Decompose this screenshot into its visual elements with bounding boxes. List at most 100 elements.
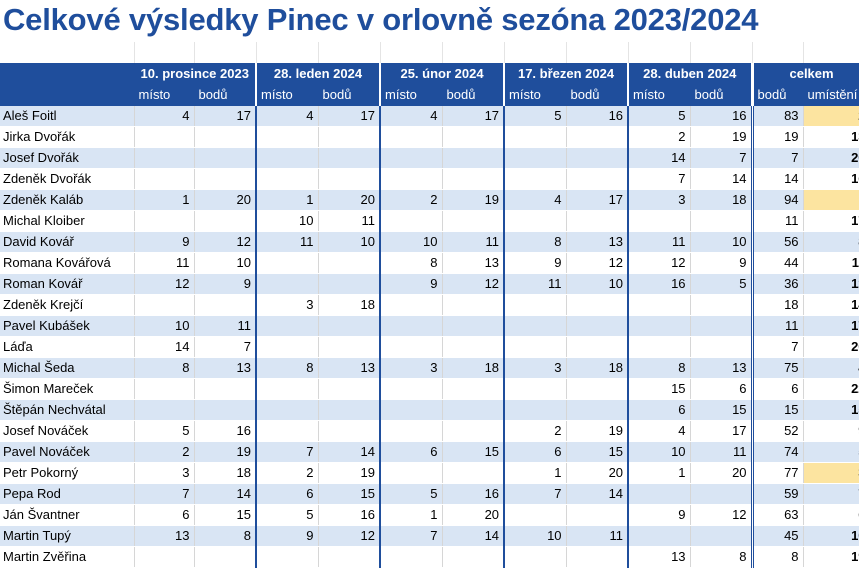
event-place-cell[interactable]: 11 (256, 231, 319, 253)
event-place-cell[interactable]: 13 (134, 525, 195, 547)
event-points-cell[interactable]: 17 (690, 420, 754, 442)
event-place-cell[interactable] (134, 210, 195, 232)
total-points-cell[interactable]: 19 (752, 126, 804, 148)
event-points-cell[interactable] (566, 378, 630, 400)
event-points-cell[interactable]: 8 (690, 546, 754, 568)
event-header[interactable]: 25. únor 2024 (380, 63, 506, 84)
event-points-cell[interactable]: 20 (318, 189, 382, 211)
event-place-cell[interactable]: 6 (628, 399, 691, 421)
event-points-cell[interactable] (566, 504, 630, 526)
player-name-cell[interactable]: Jirka Dvořák (0, 126, 135, 148)
event-points-cell[interactable]: 7 (690, 147, 754, 169)
event-points-cell[interactable] (194, 546, 257, 568)
event-points-cell[interactable] (194, 294, 257, 316)
event-points-cell[interactable]: 19 (194, 441, 257, 463)
event-place-cell[interactable] (380, 546, 443, 568)
subheader-place[interactable]: místo (256, 84, 319, 106)
subheader-points[interactable]: bodů (442, 84, 506, 106)
subheader-place[interactable]: místo (134, 84, 195, 106)
player-name-cell[interactable]: Michal Kloiber (0, 210, 135, 232)
event-place-cell[interactable] (134, 168, 195, 190)
event-place-cell[interactable] (256, 378, 319, 400)
final-place-cell[interactable]: 20 (803, 147, 859, 169)
subheader-place[interactable]: místo (628, 84, 691, 106)
event-place-cell[interactable]: 2 (256, 462, 319, 484)
event-points-cell[interactable] (566, 147, 630, 169)
player-name-cell[interactable]: Zdeněk Dvořák (0, 168, 135, 190)
player-name-cell[interactable]: Josef Dvořák (0, 147, 135, 169)
event-place-cell[interactable]: 7 (134, 483, 195, 505)
event-place-cell[interactable] (504, 315, 567, 337)
event-points-cell[interactable] (442, 168, 506, 190)
event-points-cell[interactable]: 17 (194, 105, 257, 127)
event-points-cell[interactable]: 17 (318, 105, 382, 127)
player-name-cell[interactable]: Romana Kovářová (0, 252, 135, 274)
event-points-cell[interactable] (566, 126, 630, 148)
event-points-cell[interactable]: 10 (318, 231, 382, 253)
event-place-cell[interactable] (504, 210, 567, 232)
event-points-cell[interactable]: 10 (566, 273, 630, 295)
event-place-cell[interactable]: 11 (134, 252, 195, 274)
event-points-cell[interactable] (442, 336, 506, 358)
event-place-cell[interactable] (134, 294, 195, 316)
final-place-cell[interactable]: 6 (803, 504, 859, 526)
event-points-cell[interactable]: 11 (566, 525, 630, 547)
final-place-cell[interactable]: 3 (803, 462, 859, 484)
event-place-cell[interactable]: 2 (380, 189, 443, 211)
total-points-cell[interactable]: 75 (752, 357, 804, 379)
event-place-cell[interactable] (256, 252, 319, 274)
event-place-cell[interactable]: 11 (628, 231, 691, 253)
event-place-cell[interactable] (256, 336, 319, 358)
event-place-cell[interactable] (380, 210, 443, 232)
final-place-cell[interactable]: 2 (803, 105, 859, 127)
event-points-cell[interactable] (690, 294, 754, 316)
final-place-cell[interactable]: 17 (803, 315, 859, 337)
event-place-cell[interactable]: 3 (134, 462, 195, 484)
total-points-cell[interactable]: 7 (752, 336, 804, 358)
final-place-cell[interactable]: 7 (803, 483, 859, 505)
event-place-cell[interactable] (380, 315, 443, 337)
final-place-cell[interactable]: 11 (803, 252, 859, 274)
event-points-cell[interactable] (318, 336, 382, 358)
event-points-cell[interactable] (690, 483, 754, 505)
event-points-cell[interactable]: 19 (566, 420, 630, 442)
event-place-cell[interactable]: 2 (504, 420, 567, 442)
event-place-cell[interactable] (504, 546, 567, 568)
player-name-cell[interactable]: Zdeněk Kaláb (0, 189, 135, 211)
event-place-cell[interactable] (504, 147, 567, 169)
subheader-total-points[interactable]: bodů (752, 84, 804, 106)
event-points-cell[interactable] (318, 126, 382, 148)
event-place-cell[interactable] (380, 294, 443, 316)
event-place-cell[interactable]: 6 (134, 504, 195, 526)
event-place-cell[interactable]: 9 (504, 252, 567, 274)
event-place-cell[interactable] (380, 420, 443, 442)
event-place-cell[interactable]: 11 (504, 273, 567, 295)
player-name-cell[interactable]: Pepa Rod (0, 483, 135, 505)
player-name-cell[interactable]: Šimon Mareček (0, 378, 135, 400)
player-name-cell[interactable]: Pavel Kubášek (0, 315, 135, 337)
event-header[interactable]: 28. leden 2024 (256, 63, 382, 84)
event-place-cell[interactable]: 15 (628, 378, 691, 400)
event-place-cell[interactable] (256, 399, 319, 421)
event-place-cell[interactable]: 1 (628, 462, 691, 484)
event-points-cell[interactable]: 20 (690, 462, 754, 484)
subheader-total-place[interactable]: umístění (803, 84, 859, 106)
event-points-cell[interactable]: 5 (690, 273, 754, 295)
event-place-cell[interactable]: 9 (256, 525, 319, 547)
final-place-cell[interactable]: 9 (803, 420, 859, 442)
event-points-cell[interactable]: 19 (318, 462, 382, 484)
event-place-cell[interactable] (256, 168, 319, 190)
event-points-cell[interactable]: 12 (442, 273, 506, 295)
event-points-cell[interactable]: 11 (442, 231, 506, 253)
event-points-cell[interactable] (442, 399, 506, 421)
event-points-cell[interactable]: 16 (442, 483, 506, 505)
event-place-cell[interactable] (504, 294, 567, 316)
event-points-cell[interactable]: 8 (194, 525, 257, 547)
event-place-cell[interactable]: 6 (256, 483, 319, 505)
player-name-cell[interactable]: Aleš Foitl (0, 105, 135, 127)
event-place-cell[interactable] (504, 336, 567, 358)
event-place-cell[interactable]: 1 (134, 189, 195, 211)
event-points-cell[interactable]: 16 (566, 105, 630, 127)
event-place-cell[interactable]: 9 (134, 231, 195, 253)
total-header[interactable]: celkem (752, 63, 859, 84)
